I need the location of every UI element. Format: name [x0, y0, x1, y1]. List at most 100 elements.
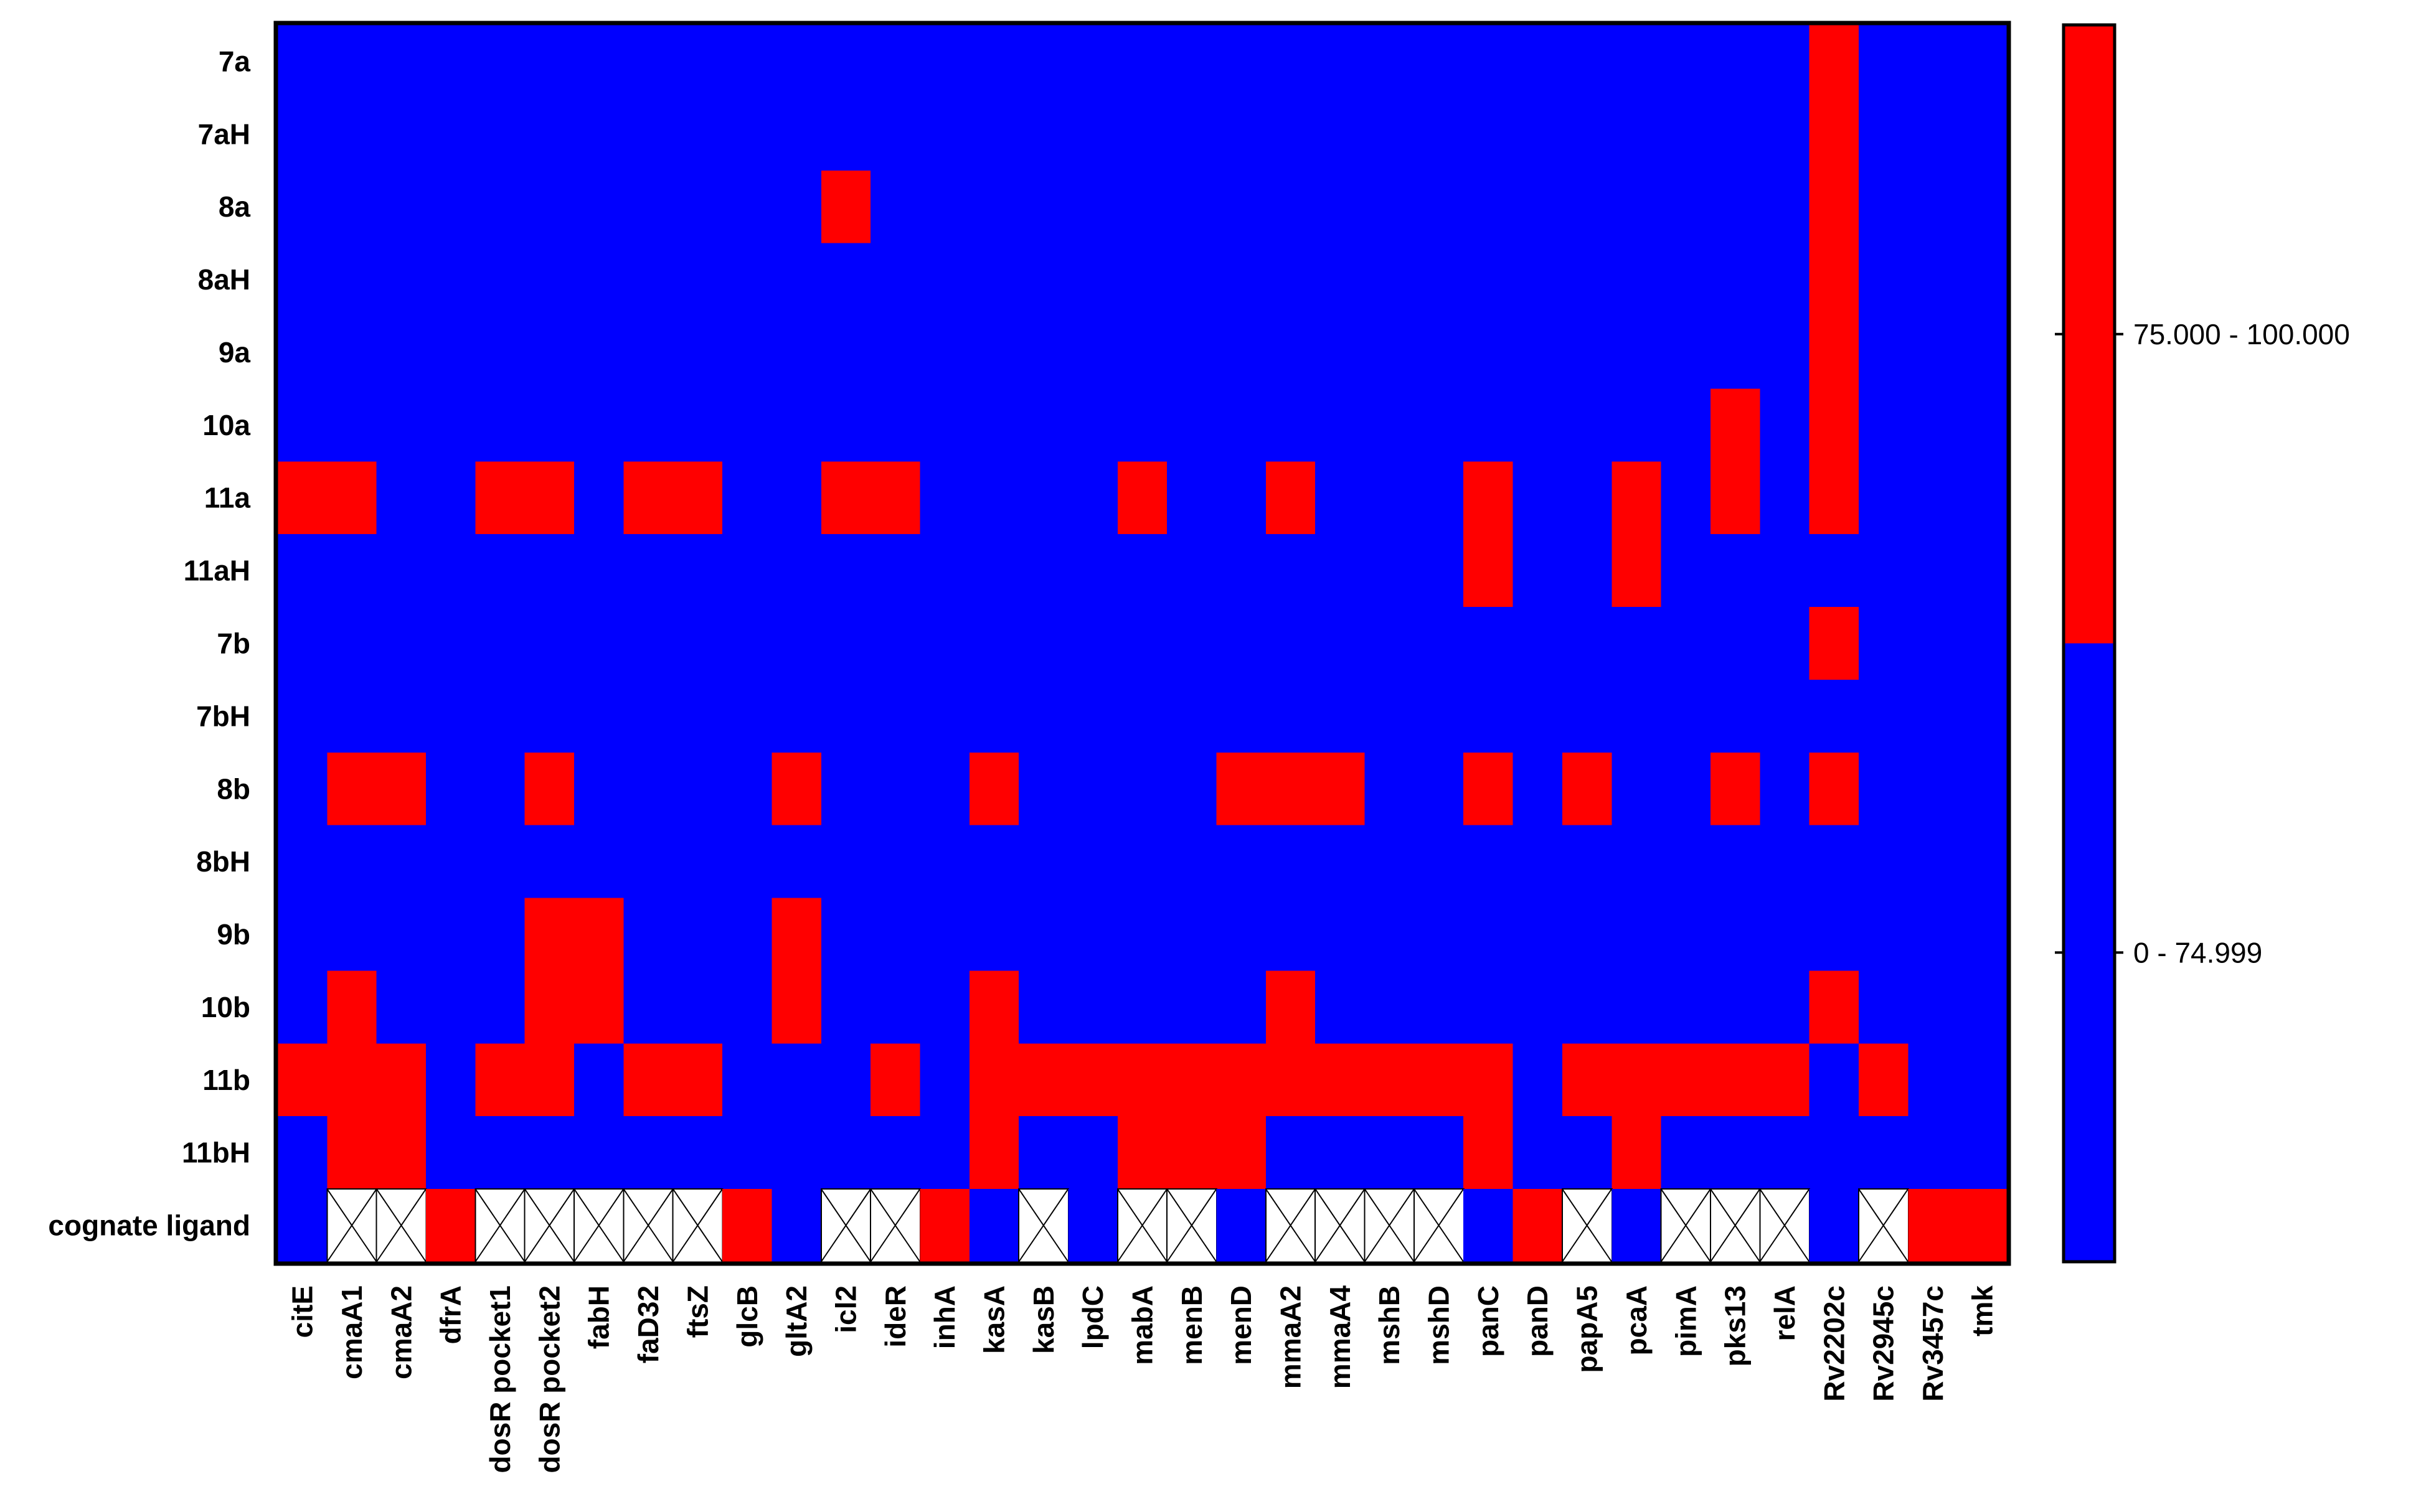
heatmap-cell [1710, 316, 1760, 390]
heatmap-cell [1809, 170, 1859, 244]
heatmap-cell [327, 1116, 377, 1190]
heatmap-cell [574, 825, 624, 899]
heatmap-cell [426, 243, 476, 317]
heatmap-cell [1413, 752, 1464, 826]
heatmap-cell [1661, 1043, 1711, 1117]
heatmap-cell [1216, 1189, 1267, 1262]
heatmap-cell [969, 607, 1019, 680]
heatmap-cell [969, 170, 1019, 244]
heatmap-cell [722, 316, 773, 390]
heatmap-cell [1760, 170, 1810, 244]
column-label: kasA [978, 1285, 1011, 1354]
heatmap-cell [1562, 1116, 1612, 1190]
heatmap-cell [1068, 461, 1118, 535]
heatmap-cell [672, 825, 723, 899]
heatmap-cell [1957, 679, 2008, 753]
heatmap-cell [871, 243, 921, 317]
row-label: 10a [202, 409, 250, 441]
heatmap-cell [376, 825, 427, 899]
column-label: dosR pocket1 [484, 1285, 516, 1473]
heatmap-cell [327, 607, 377, 680]
heatmap-cell [1265, 388, 1316, 462]
heatmap-cell [1809, 388, 1859, 462]
na-cross-line [524, 1188, 575, 1262]
heatmap-cell [278, 97, 328, 171]
heatmap-cell [920, 25, 970, 98]
heatmap-cell [920, 679, 970, 753]
heatmap-cell [524, 1043, 575, 1117]
na-cross-mark [1660, 1188, 1711, 1262]
heatmap-cell [278, 170, 328, 244]
heatmap-cell [1216, 388, 1267, 462]
heatmap-cell [327, 97, 377, 171]
heatmap-cell [772, 170, 822, 244]
heatmap-cell [1463, 243, 1514, 317]
heatmap-cell [623, 316, 674, 390]
heatmap-cell [1413, 388, 1464, 462]
heatmap-cell [1463, 679, 1514, 753]
heatmap-cell [1512, 388, 1563, 462]
heatmap-cell [475, 825, 526, 899]
heatmap-cell [1068, 825, 1118, 899]
heatmap-cell [574, 752, 624, 826]
heatmap-cell [1611, 170, 1662, 244]
row-label: 8bH [196, 845, 250, 878]
heatmap-cell [376, 170, 427, 244]
heatmap-cell [1413, 1116, 1464, 1190]
heatmap-cell [1117, 25, 1168, 98]
heatmap-cell [1463, 970, 1514, 1044]
heatmap-cell [1661, 825, 1711, 899]
column-label: icl2 [829, 1285, 862, 1333]
heatmap-cell [871, 25, 921, 98]
heatmap-cell [1957, 170, 2008, 244]
heatmap-cell [1364, 388, 1415, 462]
column-label: pcaA [1620, 1285, 1653, 1355]
heatmap-cell [623, 1043, 674, 1117]
column-label: glcB [731, 1285, 763, 1348]
column-label: dfrA [435, 1285, 467, 1345]
heatmap-cell [1710, 607, 1760, 680]
column-label: menB [1176, 1285, 1208, 1365]
na-cross-line [1858, 1188, 1909, 1262]
heatmap-cell [574, 898, 624, 972]
heatmap-cell [722, 679, 773, 753]
heatmap-cell [574, 679, 624, 753]
heatmap-cell [920, 752, 970, 826]
plot-frame [273, 21, 2011, 1266]
na-cross-line [375, 1188, 427, 1262]
heatmap-cell [1661, 316, 1711, 390]
na-cross-line [1018, 1188, 1069, 1262]
heatmap-cell [1167, 461, 1217, 535]
heatmap-cell [524, 97, 575, 171]
heatmap-cell [1562, 388, 1612, 462]
heatmap-cell [1216, 752, 1267, 826]
heatmap-cell [1463, 534, 1514, 608]
heatmap-cell [1216, 461, 1267, 535]
heatmap-cell [1957, 243, 2008, 317]
heatmap-cell [1068, 970, 1118, 1044]
heatmap-cell [1216, 97, 1267, 171]
na-cross-mark [1166, 1188, 1217, 1262]
heatmap-cell [1957, 825, 2008, 899]
heatmap-cell [1463, 97, 1514, 171]
heatmap-cell [772, 243, 822, 317]
heatmap-cell [672, 97, 723, 171]
heatmap-cell [772, 388, 822, 462]
heatmap-cell [623, 607, 674, 680]
heatmap-cell [524, 534, 575, 608]
column-label: Rv2945c [1867, 1285, 1900, 1402]
heatmap-cell [1216, 970, 1267, 1044]
heatmap-cell [1265, 25, 1316, 98]
heatmap-cell [1315, 243, 1366, 317]
heatmap-cell [1068, 243, 1118, 317]
heatmap-cell [1265, 170, 1316, 244]
heatmap-cell [1315, 1116, 1366, 1190]
heatmap-cell [1315, 316, 1366, 390]
column-label: pimA [1669, 1285, 1702, 1357]
heatmap-cell [920, 461, 970, 535]
heatmap-cell [1611, 1189, 1662, 1262]
heatmap-cell [672, 316, 723, 390]
heatmap-cell [1512, 97, 1563, 171]
heatmap-cell [871, 607, 921, 680]
heatmap-cell [376, 461, 427, 535]
